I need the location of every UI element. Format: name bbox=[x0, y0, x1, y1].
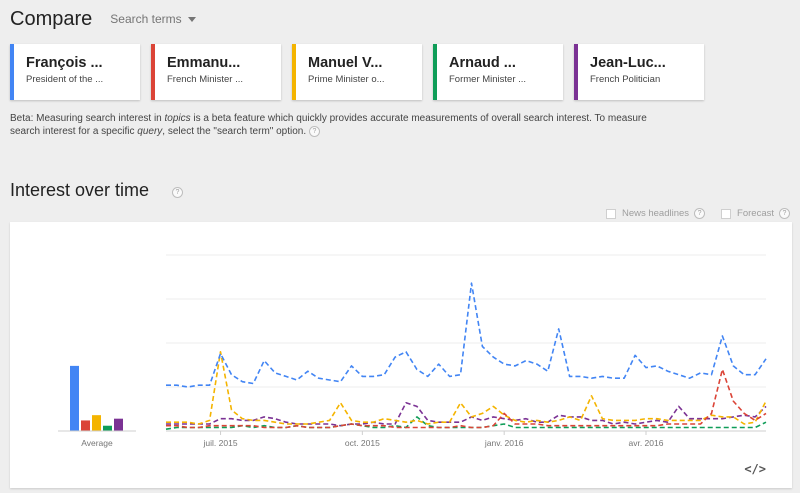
series-line bbox=[166, 368, 767, 429]
series-line bbox=[165, 416, 767, 430]
average-bar bbox=[103, 425, 112, 431]
average-bar bbox=[70, 365, 79, 431]
search-terms-dropdown[interactable]: Search terms bbox=[110, 12, 196, 26]
chart-panel: juil. 2015 oct. 2015 janv. 2016 avr. 2016 Av… bbox=[10, 222, 792, 488]
beta-notice: Beta: Measuring search interest in topic… bbox=[10, 112, 650, 138]
compare-header: Compare Search terms bbox=[10, 6, 196, 32]
card-color-bar bbox=[10, 44, 14, 100]
series-line bbox=[166, 402, 767, 427]
term-name: Manuel V... bbox=[308, 55, 383, 71]
term-description: Prime Minister o... bbox=[308, 74, 385, 85]
help-icon[interactable]: ? bbox=[172, 187, 183, 198]
term-description: Former Minister ... bbox=[449, 74, 527, 85]
card-color-bar bbox=[151, 44, 155, 100]
help-icon[interactable]: ? bbox=[694, 208, 706, 219]
term-card-4[interactable]: Arnaud ... Former Minister ... bbox=[433, 44, 563, 100]
interest-chart[interactable]: juil. 2015 oct. 2015 janv. 2016 avr. 2016 Av… bbox=[10, 222, 792, 488]
average-bar bbox=[81, 420, 90, 431]
chart-options: News headlines ? Forecast ? bbox=[590, 208, 790, 219]
x-tick-label: avr. 2016 bbox=[629, 438, 664, 448]
help-icon[interactable]: ? bbox=[308, 125, 320, 137]
page-title: Compare bbox=[10, 7, 93, 30]
card-color-bar bbox=[292, 44, 296, 100]
embed-code-icon[interactable]: </> bbox=[744, 462, 766, 476]
forecast-option: Forecast ? bbox=[721, 208, 790, 219]
average-bar bbox=[92, 415, 101, 431]
news-headlines-label: News headlines bbox=[621, 208, 690, 219]
term-description: French Politician bbox=[590, 74, 661, 85]
term-name: Arnaud ... bbox=[449, 55, 516, 71]
x-tick-label: juil. 2015 bbox=[203, 438, 238, 448]
term-card-3[interactable]: Manuel V... Prime Minister o... bbox=[292, 44, 422, 100]
beta-text: is a beta feature which quickly provides… bbox=[10, 113, 647, 137]
average-bar bbox=[114, 418, 123, 431]
forecast-checkbox[interactable] bbox=[721, 208, 732, 219]
comparison-cards: François ... President of the ... Emmanu… bbox=[10, 44, 715, 100]
beta-emphasis-query: query bbox=[137, 126, 163, 137]
help-icon[interactable]: ? bbox=[779, 208, 790, 219]
average-label: Average bbox=[81, 438, 113, 448]
card-color-bar bbox=[433, 44, 437, 100]
x-tick-label: oct. 2015 bbox=[345, 438, 380, 448]
search-terms-label: Search terms bbox=[110, 12, 182, 26]
series-line bbox=[166, 282, 767, 388]
chevron-down-icon bbox=[187, 17, 196, 22]
term-name: Emmanu... bbox=[167, 55, 241, 71]
term-name: François ... bbox=[26, 55, 103, 71]
term-description: French Minister ... bbox=[167, 74, 244, 85]
term-description: President of the ... bbox=[26, 74, 104, 85]
news-headlines-checkbox[interactable] bbox=[605, 208, 616, 219]
term-card-2[interactable]: Emmanu... French Minister ... bbox=[151, 44, 281, 100]
term-card-1[interactable]: François ... President of the ... bbox=[10, 44, 140, 100]
interest-over-time-title: Interest over time bbox=[10, 180, 150, 200]
beta-text: , select the "search term" option. bbox=[162, 126, 307, 137]
card-color-bar bbox=[574, 44, 578, 100]
x-tick-label: janv. 2016 bbox=[484, 438, 524, 448]
forecast-label: Forecast bbox=[737, 208, 774, 219]
beta-text: Beta: Measuring search interest in bbox=[10, 113, 165, 124]
series-line bbox=[166, 351, 767, 425]
term-card-5[interactable]: Jean-Luc... French Politician bbox=[574, 44, 704, 100]
beta-emphasis-topics: topics bbox=[164, 113, 191, 124]
term-name: Jean-Luc... bbox=[590, 55, 666, 71]
news-headlines-option: News headlines ? bbox=[605, 208, 706, 219]
